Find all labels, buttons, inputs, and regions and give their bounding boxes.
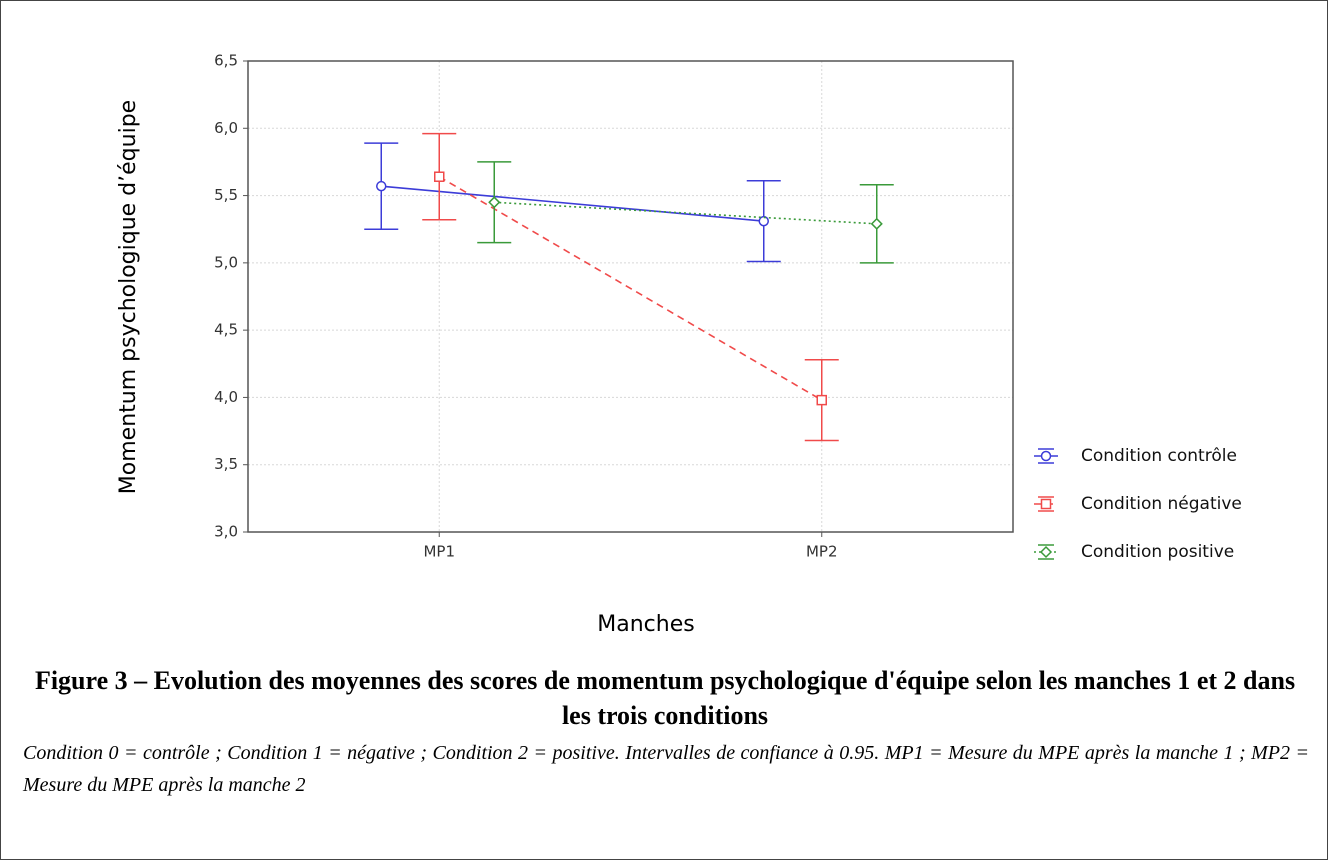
legend-label: Condition négative <box>1081 494 1242 514</box>
x-tick-label: MP1 <box>423 543 455 561</box>
x-tick-label: MP2 <box>806 543 838 561</box>
series-line <box>494 201 877 225</box>
legend-label: Condition contrôle <box>1081 446 1237 466</box>
data-point <box>376 180 387 192</box>
y-tick-label: 6,0 <box>214 119 238 137</box>
data-point <box>758 215 769 227</box>
y-tick-label: 3,0 <box>214 523 238 541</box>
legend-marker <box>1040 450 1052 462</box>
legend-marker <box>1039 545 1053 559</box>
y-tick-label: 3,5 <box>214 455 238 473</box>
legend-label: Condition positive <box>1081 542 1234 562</box>
plot-frame <box>247 60 1014 533</box>
legend-marker <box>1040 498 1052 510</box>
y-tick-label: 6,5 <box>214 52 238 70</box>
y-tick-label: 4,0 <box>214 388 238 406</box>
series-line <box>381 185 764 222</box>
y-tick-label: 4,5 <box>214 321 238 339</box>
series-line <box>438 176 823 401</box>
y-axis-label: Momentum psychologique d’équipe <box>116 100 141 494</box>
data-point <box>434 171 445 182</box>
y-tick-label: 5,0 <box>214 253 238 271</box>
figure-title: Figure 3 – Evolution des moyennes des sc… <box>34 666 1296 730</box>
chart: Momentum psychologique d’équipe Manches … <box>116 52 1242 638</box>
data-point <box>870 217 883 230</box>
figure-note: Condition 0 = contrôle ; Condition 1 = n… <box>23 742 1309 796</box>
data-point <box>488 196 501 209</box>
x-axis-label: Manches <box>597 612 694 637</box>
data-point <box>816 394 827 406</box>
y-tick-label: 5,5 <box>214 186 238 204</box>
